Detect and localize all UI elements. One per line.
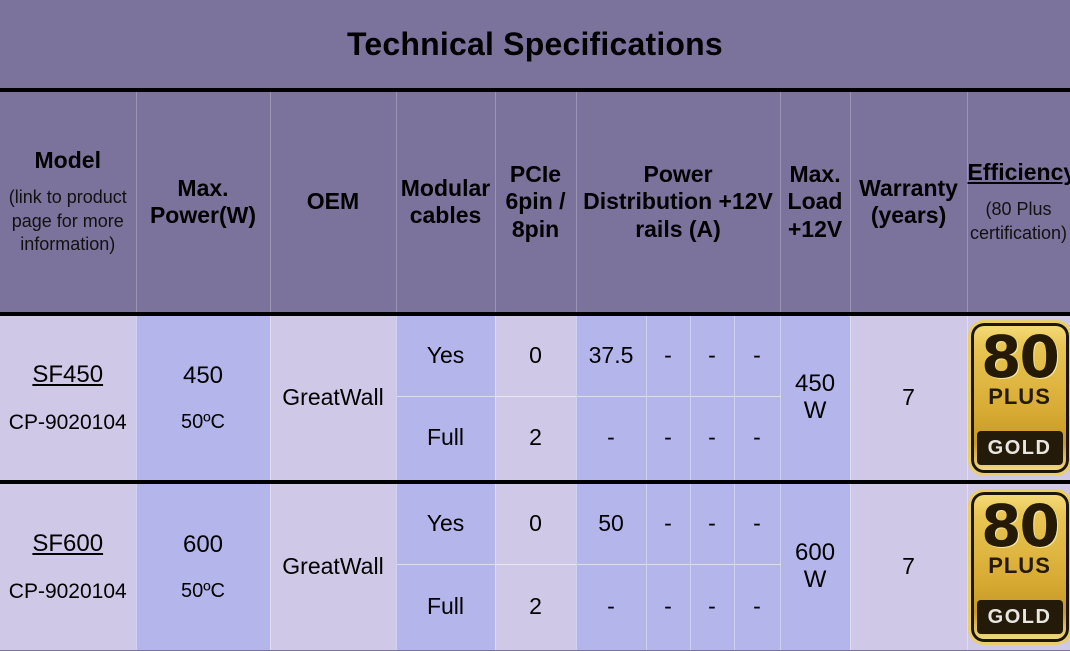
badge-number: 80 [981,323,1060,391]
cell-rail-4: - [733,314,781,396]
column-header-modular-cables-title: Modular cables [400,174,491,228]
column-header-efficiency-link[interactable]: Efficiency [967,159,1070,186]
column-header-power-distribution-title: Power Distribution +12V rails (A) [583,161,773,242]
cell-rail-4: - [733,480,781,564]
cell-rail-4: - [733,395,781,482]
column-header-model: Model (link to product page for more inf… [0,88,137,316]
cell-rail-4: - [733,563,781,650]
page-title: Technical Specifications [347,25,723,62]
cell-rail-2: - [645,314,690,396]
cell-pcie: 0 [494,480,576,564]
column-header-efficiency: Efficiency (80 Plus certification) [966,88,1070,316]
cell-rail-1: - [575,563,646,650]
badge-plus-label: PLUS [988,553,1051,579]
table-subrow: Full 2 - - - - [0,395,1070,482]
badge-wrap: 80 PLUS GOLD [967,318,1070,478]
column-header-power-distribution: Power Distribution +12V rails (A) [575,88,781,316]
column-header-warranty-title: Warranty (years) [859,174,958,228]
max-power-temperature: 50ºC [181,580,225,603]
column-header-pcie-title: PCIe 6pin / 8pin [505,161,566,242]
column-header-max-load-title: Max. Load +12V [787,161,843,242]
column-header-model-title: Model [34,147,101,174]
column-header-pcie: PCIe 6pin / 8pin [494,88,577,316]
table-subrow: Full 2 - - - - [0,563,1070,650]
cell-model: SF450 CP-9020104 [0,314,136,482]
cell-rail-1: - [575,395,646,482]
model-sku: CP-9020104 [8,410,127,434]
model-product-link[interactable]: SF450 [32,361,104,388]
cell-warranty: 7 [849,314,968,482]
cell-max-load: 450 W [779,314,851,482]
cell-rail-2: - [645,480,690,564]
max-power-value: 450 [182,361,224,389]
cell-rail-2: - [645,395,690,482]
badge-level-bar: GOLD [976,600,1063,634]
cell-modular-cables: Full [395,395,495,482]
cell-rail-3: - [689,563,734,650]
column-header-max-load: Max. Load +12V [779,88,851,316]
cell-rail-3: - [689,395,734,482]
cell-max-power: 600 50ºC [135,480,270,650]
column-header-oem: OEM [269,88,397,316]
cell-warranty: 7 [849,480,968,650]
model-product-link[interactable]: SF600 [32,530,104,557]
cell-modular-cables: Yes [395,314,495,396]
cell-max-load: 600 W [779,480,851,650]
model-sku: CP-9020104 [8,579,127,603]
max-power-temperature: 50ºC [181,411,225,434]
eighty-plus-gold-badge-icon: 80 PLUS GOLD [967,489,1070,645]
column-header-max-power: Max. Power(W) [135,88,271,316]
table-row: SF450 CP-9020104 450 50ºC GreatWall Yes … [0,314,1070,482]
cell-rail-3: - [689,314,734,396]
cell-modular-cables: Full [395,563,495,650]
cell-model: SF600 CP-9020104 [0,480,136,650]
column-header-warranty: Warranty (years) [849,88,968,316]
column-header-oem-title: OEM [306,188,360,215]
cell-pcie: 0 [494,314,576,396]
badge-level-label: GOLD [987,606,1052,628]
badge-level-label: GOLD [987,437,1052,459]
cell-modular-cables: Yes [395,480,495,564]
header-row: Model (link to product page for more inf… [0,88,1070,316]
cell-pcie: 2 [494,563,576,650]
max-power-value: 600 [182,530,224,558]
eighty-plus-gold-badge-icon: 80 PLUS GOLD [967,320,1070,476]
column-header-modular-cables: Modular cables [395,88,496,316]
badge-number: 80 [981,492,1060,560]
badge-plus-label: PLUS [988,384,1051,410]
page-title-bar: Technical Specifications [0,0,1070,88]
technical-specifications-table: Model (link to product page for more inf… [0,88,1070,650]
column-header-max-power-title: Max. Power(W) [149,174,257,228]
cell-rail-3: - [689,480,734,564]
table-header: Model (link to product page for more inf… [0,88,1070,316]
table-body: SF450 CP-9020104 450 50ºC GreatWall Yes … [0,314,1070,650]
cell-oem: GreatWall [269,480,396,650]
table-row: SF600 CP-9020104 600 50ºC GreatWall Yes … [0,480,1070,650]
cell-efficiency: 80 PLUS GOLD [966,314,1070,482]
cell-efficiency: 80 PLUS GOLD [966,480,1070,650]
badge-wrap: 80 PLUS GOLD [967,487,1070,647]
cell-rail-2: - [645,563,690,650]
cell-rail-1: 37.5 [575,314,646,396]
column-header-model-subtitle: (link to product page for more informati… [8,187,127,255]
cell-rail-1: 50 [575,480,646,564]
cell-max-power: 450 50ºC [135,314,270,482]
badge-level-bar: GOLD [976,431,1063,465]
cell-oem: GreatWall [269,314,396,482]
cell-pcie: 2 [494,395,576,482]
column-header-efficiency-subtitle: (80 Plus certification) [970,199,1068,243]
